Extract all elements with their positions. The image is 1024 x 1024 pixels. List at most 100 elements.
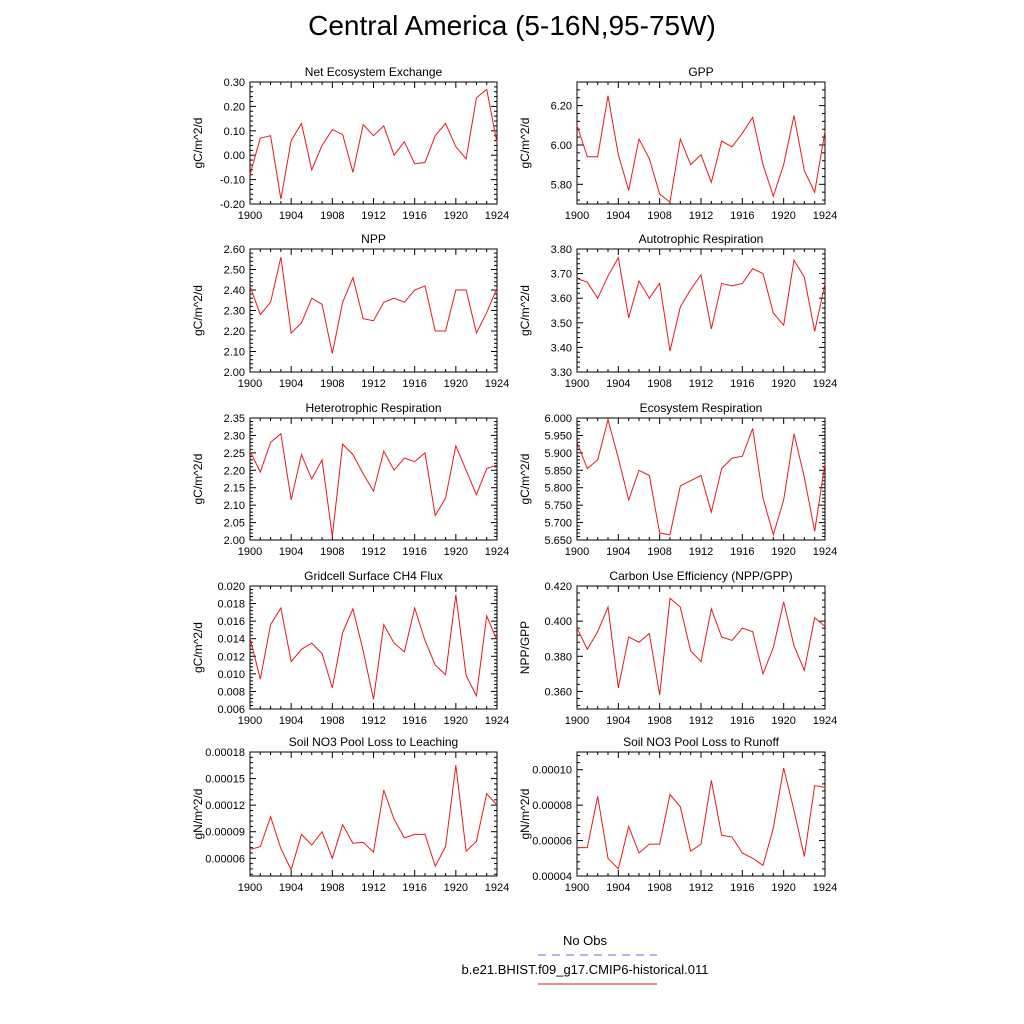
panel-5-xtick-label: 1924 — [485, 546, 509, 558]
panel-10: Soil NO3 Pool Loss to RunoffgN/m^2/d0.00… — [518, 735, 837, 894]
panel-4-xtick-label: 1920 — [771, 378, 795, 390]
panel-7-ytick-label: 0.014 — [217, 634, 245, 646]
panel-9-title: Soil NO3 Pool Loss to Leaching — [289, 735, 458, 749]
panel-7-xtick-label: 1908 — [320, 715, 344, 727]
panel-3-series-line — [249, 257, 498, 354]
panel-5-ytick-label: 2.00 — [224, 535, 245, 547]
panel-3-title: NPP — [361, 232, 386, 246]
panel-4-ytick-label: 3.40 — [551, 342, 572, 354]
panel-6-ytick-label: 6.000 — [544, 413, 572, 425]
panel-8-title: Carbon Use Efficiency (NPP/GPP) — [609, 569, 792, 583]
panel-3-xtick-label: 1916 — [402, 378, 426, 390]
panel-9-xtick-label: 1912 — [361, 882, 385, 894]
panel-10-xtick-label: 1904 — [606, 882, 630, 894]
panel-3-ytick-label: 2.20 — [224, 326, 245, 338]
panel-6-xtick-label: 1900 — [565, 546, 589, 558]
panel-8-xtick-label: 1900 — [565, 715, 589, 727]
panel-10-series-line — [577, 767, 826, 870]
panel-9-xtick-label: 1900 — [238, 882, 262, 894]
panel-1-frame — [249, 81, 498, 205]
panel-3-ytick-label: 2.60 — [224, 244, 245, 256]
panel-5-ytick-label: 2.30 — [224, 430, 245, 442]
panel-3-ytick-label: 2.50 — [224, 265, 245, 277]
panel-10-ylabel: gN/m^2/d — [518, 789, 532, 840]
panel-2: GPP gC/m^2/d 5.80 6.00 6.20 1900 1904 1908 1912 1… — [518, 65, 837, 222]
panel-2-ytick-label: 5.80 — [551, 179, 572, 191]
panel-5-xtick-label: 1904 — [279, 546, 303, 558]
panel-1-ytick-label: 0.20 — [224, 101, 245, 113]
panel-1-ytick-label: 0.30 — [224, 77, 245, 89]
panel-3-ytick-label: 2.40 — [224, 285, 245, 297]
panel-5-xtick-label: 1900 — [238, 546, 262, 558]
panel-3: NPP gC/m^2/d 2.00 2.10 2.20 2.30 2.40 2.50 2.60 1… — [191, 232, 509, 390]
panel-10-xtick-label: 1908 — [647, 882, 671, 894]
panel-8-xtick-label: 1912 — [689, 715, 713, 727]
panel-2-xtick-label: 1900 — [565, 210, 589, 222]
panel-5-xtick-label: 1908 — [320, 546, 344, 558]
panel-4-xtick-label: 1908 — [647, 378, 671, 390]
panel-4-xtick-label: 1916 — [730, 378, 754, 390]
panel-6-ytick-label: 5.900 — [544, 448, 572, 460]
panel-9-xtick-label: 1916 — [402, 882, 426, 894]
panel-6-frame — [576, 417, 826, 541]
panel-6-xtick-label: 1904 — [606, 546, 630, 558]
panel-10-ytick-label: 0.00010 — [532, 765, 572, 777]
panel-2-xtick-label: 1920 — [771, 210, 795, 222]
panel-4-ylabel: gC/m^2/d — [518, 285, 532, 336]
panel-4-xtick-label: 1904 — [606, 378, 630, 390]
panel-1-xtick-label: 1900 — [238, 210, 262, 222]
panel-8: Carbon Use Efficiency (NPP/GPP) NPP/GPP 0.… — [518, 569, 837, 727]
panel-6-ytick-label: 5.750 — [544, 500, 572, 512]
panel-5-xtick-label: 1916 — [402, 546, 426, 558]
panel-6-ytick-label: 5.650 — [544, 535, 572, 547]
panel-4-series-line — [576, 256, 826, 352]
panel-7-xtick-label: 1924 — [485, 715, 509, 727]
panel-5-ylabel: gC/m^2/d — [191, 454, 205, 505]
panel-8-ytick-label: 0.380 — [544, 651, 572, 663]
page-title: Central America (5-16N,95-75W) — [308, 10, 716, 41]
panel-2-xtick-label: 1908 — [647, 210, 671, 222]
panel-6-xtick-label: 1912 — [689, 546, 713, 558]
panel-3-ytick-label: 2.30 — [224, 306, 245, 318]
panel-7-ytick-label: 0.008 — [217, 686, 245, 698]
panel-8-ylabel: NPP/GPP — [518, 621, 532, 674]
panel-3-frame — [249, 248, 498, 373]
panel-7-xtick-label: 1920 — [444, 715, 468, 727]
panel-10-ytick-label: 0.00008 — [532, 800, 572, 812]
panel-9-xtick-label: 1908 — [320, 882, 344, 894]
panel-5: Heterotrophic Respiration gC/m^2/d 2.00 2.0… — [191, 401, 509, 558]
panel-9-xtick-label: 1924 — [485, 882, 509, 894]
panel-2-title: GPP — [688, 65, 713, 79]
panel-4-ytick-label: 3.70 — [551, 269, 572, 281]
panel-10-xtick-label: 1900 — [565, 882, 589, 894]
panel-8-xtick-label: 1916 — [730, 715, 754, 727]
panel-10-xtick-label: 1912 — [689, 882, 713, 894]
panel-6-ytick-label: 5.950 — [544, 430, 572, 442]
panel-5-ytick-label: 2.20 — [224, 465, 245, 477]
panel-6-xtick-label: 1916 — [730, 546, 754, 558]
panel-1-xtick-label: 1916 — [402, 210, 426, 222]
panel-4-ytick-label: 3.50 — [551, 318, 572, 330]
panel-6-title: Ecosystem Respiration — [640, 401, 763, 415]
panel-7-xtick-label: 1900 — [238, 715, 262, 727]
panel-2-ytick-label: 6.20 — [551, 101, 572, 113]
panel-5-ytick-label: 2.10 — [224, 500, 245, 512]
panel-8-xtick-label: 1920 — [771, 715, 795, 727]
panel-1-xtick-label: 1920 — [444, 210, 468, 222]
panel-2-ylabel: gC/m^2/d — [518, 118, 532, 169]
panel-9-series-line — [249, 765, 498, 872]
panel-2-xtick-label: 1916 — [730, 210, 754, 222]
panel-7-ytick-label: 0.006 — [217, 704, 245, 716]
legend-obs-label: No Obs — [562, 933, 608, 948]
panel-10-frame — [576, 751, 826, 877]
panel-10-xtick-label: 1924 — [813, 882, 837, 894]
panel-7-xtick-label: 1916 — [402, 715, 426, 727]
panel-5-frame — [249, 417, 498, 541]
panel-7-ytick-label: 0.018 — [217, 599, 245, 611]
panel-1-series-line — [249, 88, 498, 200]
panel-4-ytick-label: 3.80 — [551, 244, 572, 256]
panel-7-ytick-label: 0.012 — [217, 651, 245, 663]
panel-5-xtick-label: 1920 — [444, 546, 468, 558]
panel-2-series-line — [576, 95, 826, 203]
